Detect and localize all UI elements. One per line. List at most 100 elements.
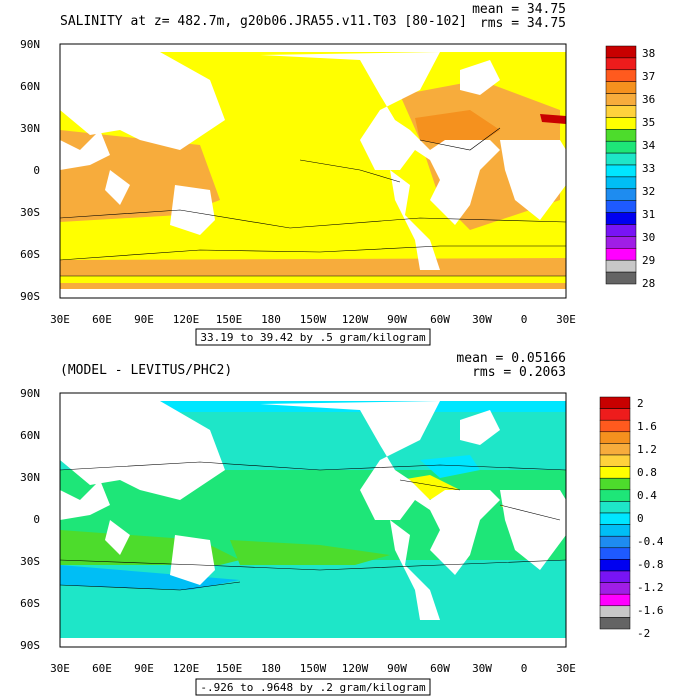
colorbar-label: -0.8 xyxy=(637,558,664,571)
colorbar-label: 37 xyxy=(642,70,655,83)
difference-land xyxy=(60,393,566,647)
difference-colorbar xyxy=(599,396,631,630)
tick-label: 150W xyxy=(300,662,327,675)
colorbar-swatch xyxy=(605,259,637,273)
tick-label: 90S xyxy=(20,290,40,303)
colorbar-swatch xyxy=(605,117,637,130)
colorbar-label: 1.6 xyxy=(637,420,657,433)
salinity-lat-axis: 90N 60N 30N 0 30S 60S 90S xyxy=(20,38,40,303)
colorbar-swatch xyxy=(605,129,637,142)
colorbar-label: -1.2 xyxy=(637,581,664,594)
colorbar-label: -1.6 xyxy=(637,604,664,617)
colorbar-label: 2 xyxy=(637,397,644,410)
colorbar-label: 32 xyxy=(642,185,655,198)
colorbar-swatch xyxy=(605,45,637,59)
colorbar-swatch xyxy=(599,582,631,595)
colorbar-swatch xyxy=(605,188,637,201)
tick-label: 90N xyxy=(20,38,40,51)
tick-label: 90S xyxy=(20,639,40,652)
difference-map-frame xyxy=(59,392,567,648)
colorbar-swatch xyxy=(599,419,631,433)
colorbar-swatch xyxy=(599,489,631,502)
tick-label: 0 xyxy=(33,513,40,526)
tick-label: 30N xyxy=(20,471,40,484)
tick-label: 30E xyxy=(50,662,70,675)
tick-label: 60N xyxy=(20,80,40,93)
tick-label: 60E xyxy=(92,313,112,326)
colorbar-swatch xyxy=(599,431,631,444)
salinity-colorbar xyxy=(605,45,637,285)
salinity-mediterranean xyxy=(540,114,566,124)
tick-label: 60S xyxy=(20,597,40,610)
colorbar-swatch xyxy=(605,140,637,154)
tick-label: 30W xyxy=(472,662,492,675)
difference-mean: mean = 0.05166 xyxy=(456,351,566,366)
tick-label: 30N xyxy=(20,122,40,135)
colorbar-swatch xyxy=(605,81,637,94)
colorbar-swatch xyxy=(599,524,631,537)
tick-label: 60E xyxy=(92,662,112,675)
salinity-rms: rms = 34.75 xyxy=(480,16,566,31)
difference-contours xyxy=(60,461,566,591)
colorbar-swatch xyxy=(599,547,631,560)
colorbar-swatch xyxy=(599,396,631,409)
tick-label: 150W xyxy=(300,313,327,326)
salinity-title: SALINITY at z= 482.7m, g20b06.JRA55.v11.… xyxy=(60,14,467,29)
tick-label: 120W xyxy=(342,662,369,675)
difference-lon-axis: 30E 60E 90E 120E 150E 180 150W 120W 90W … xyxy=(50,662,576,675)
tick-label: 30E xyxy=(556,313,576,326)
colorbar-swatch xyxy=(599,605,631,618)
colorbar-label: 34 xyxy=(642,139,656,152)
tick-label: 180 xyxy=(261,662,281,675)
colorbar-label: 31 xyxy=(642,208,655,221)
colorbar-swatch xyxy=(605,236,637,249)
colorbar-label: 38 xyxy=(642,47,655,60)
tick-label: 120E xyxy=(173,662,200,675)
difference-cyan-patch xyxy=(420,455,480,478)
colorbar-swatch xyxy=(605,248,637,261)
tick-label: 30W xyxy=(472,313,492,326)
tick-label: 90W xyxy=(387,313,407,326)
colorbar-swatch xyxy=(605,200,637,213)
tick-label: 180 xyxy=(261,313,281,326)
salinity-map-frame xyxy=(59,43,567,299)
colorbar-label: 0.8 xyxy=(637,466,657,479)
difference-rms: rms = 0.2063 xyxy=(472,365,566,380)
colorbar-swatch xyxy=(599,617,631,630)
tick-label: 0 xyxy=(521,313,528,326)
tick-label: 60W xyxy=(430,313,450,326)
tick-label: 60S xyxy=(20,248,40,261)
tick-label: 150E xyxy=(216,662,243,675)
colorbar-swatch xyxy=(605,57,637,71)
colorbar-swatch xyxy=(599,559,631,572)
colorbar-label: 29 xyxy=(642,254,655,267)
colorbar-label: 33 xyxy=(642,162,655,175)
colorbar-swatch xyxy=(599,408,631,421)
colorbar-swatch xyxy=(605,176,637,190)
tick-label: 90W xyxy=(387,662,407,675)
colorbar-swatch xyxy=(599,466,631,479)
tick-label: 150E xyxy=(216,313,243,326)
difference-caption: -.926 to .9648 by .2 gram/kilogram xyxy=(200,681,426,694)
tick-label: 90E xyxy=(134,313,154,326)
difference-caption-box xyxy=(195,678,431,696)
difference-map xyxy=(60,393,566,647)
colorbar-swatch xyxy=(605,164,637,178)
difference-southern-blue xyxy=(60,565,240,590)
colorbar-swatch xyxy=(605,212,637,225)
tick-label: 30E xyxy=(556,662,576,675)
salinity-contours xyxy=(60,127,566,277)
colorbar-swatch xyxy=(605,152,637,166)
tick-label: 30S xyxy=(20,555,40,568)
salinity-map xyxy=(60,44,566,298)
difference-lat-axis: 90N 60N 30N 0 30S 60S 90S xyxy=(20,387,40,652)
colorbar-swatch xyxy=(605,271,637,285)
tick-label: 30E xyxy=(50,313,70,326)
salinity-southern-inner xyxy=(60,276,566,283)
colorbar-label: 28 xyxy=(642,277,655,290)
colorbar-swatch xyxy=(599,593,631,607)
colorbar-swatch xyxy=(599,501,631,514)
colorbar-swatch xyxy=(599,512,631,525)
colorbar-swatch xyxy=(605,224,637,237)
